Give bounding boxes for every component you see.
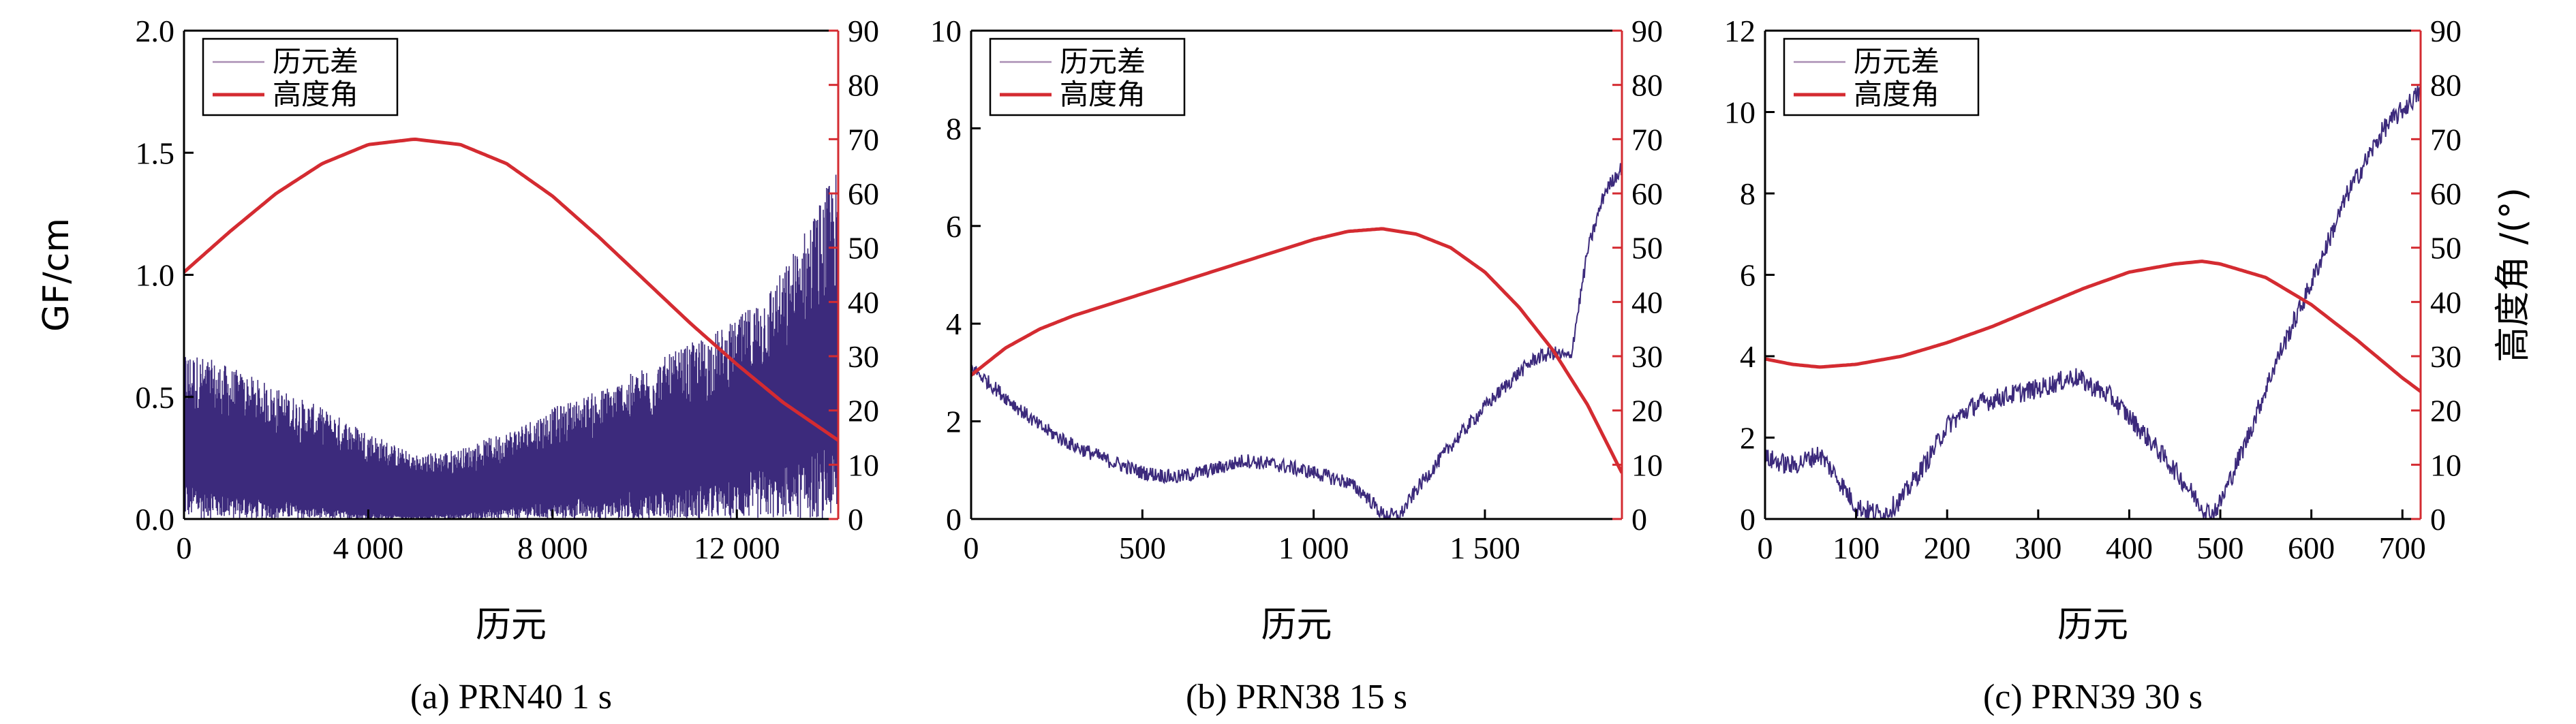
y-tick-label: 12 — [1724, 14, 1755, 48]
x-tick-label: 500 — [2197, 531, 2244, 565]
y2-tick-label: 30 — [1631, 339, 1663, 374]
y-tick-label: 0 — [946, 502, 962, 537]
y2-tick-label: 10 — [1631, 447, 1663, 482]
y2-tick-label: 40 — [1631, 285, 1663, 319]
y2-tick-label: 10 — [848, 447, 879, 482]
legend-label-epoch-difference: 历元差 — [1060, 45, 1146, 78]
series-elevation-angle — [971, 227, 1622, 474]
series-elevation-angle — [184, 138, 838, 442]
series-elevation-angle — [1765, 259, 2421, 393]
x-tick-label: 8 000 — [517, 531, 588, 565]
y2-tick-label: 60 — [848, 176, 879, 211]
y-tick-label: 2.0 — [136, 14, 175, 48]
y2-tick-label: 40 — [2430, 285, 2462, 319]
series-epoch-difference — [971, 163, 1622, 519]
y2-tick-label: 30 — [848, 339, 879, 374]
x-tick-label: 600 — [2288, 531, 2335, 565]
y-tick-label: 6 — [1740, 258, 1755, 293]
y2-tick-label: 50 — [1631, 231, 1663, 266]
y-tick-label: 10 — [1724, 95, 1755, 130]
y2-tick-label: 0 — [1631, 502, 1647, 537]
x-tick-label: 500 — [1119, 531, 1166, 565]
plot-area — [1765, 85, 2421, 519]
y2-tick-label: 20 — [848, 394, 879, 428]
plot-area — [971, 163, 1622, 519]
x-tick-label: 0 — [1758, 531, 1773, 565]
y2-tick-label: 70 — [2430, 122, 2462, 157]
x-tick-label: 0 — [177, 531, 192, 565]
chart-panel-2: 0 500 1 000 1 500 0 2 4 6 8 10 0 10 20 30 40 50 60 70 80 90… — [930, 14, 1663, 717]
y-tick-label: 1.5 — [136, 136, 175, 170]
y-tick-label: 8 — [1740, 176, 1755, 211]
x-tick-label: 12 000 — [694, 531, 780, 565]
y2-tick-label: 60 — [2430, 176, 2462, 211]
y-tick-label: 2 — [946, 405, 962, 439]
chart-panel-1: 0 4 000 8 000 12 000 0.0 0.5 1.0 1.5 2.0 0 10 20 30 4… — [36, 14, 879, 717]
y2-tick-label: 90 — [2430, 14, 2462, 48]
y2-tick-label: 90 — [1631, 14, 1663, 48]
y2-tick-label: 60 — [1631, 176, 1663, 211]
x-tick-label: 200 — [1924, 531, 1971, 565]
y2-tick-label: 80 — [848, 68, 879, 103]
y2-tick-label: 40 — [848, 285, 879, 319]
x-tick-label: 4 000 — [333, 531, 404, 565]
legend-label-elevation-angle: 高度角 — [273, 78, 358, 111]
x-tick-label: 300 — [2014, 531, 2061, 565]
y-tick-label: 8 — [946, 111, 962, 146]
plot-area — [184, 138, 838, 519]
y-tick-label: 0.0 — [136, 502, 175, 537]
y-tick-label: 0 — [1740, 502, 1755, 537]
y2-tick-label: 10 — [2430, 447, 2462, 482]
y-tick-label: 10 — [930, 14, 962, 48]
y2-tick-label: 20 — [2430, 394, 2462, 428]
y2-tick-label: 50 — [2430, 231, 2462, 266]
x-tick-label: 1 500 — [1450, 531, 1520, 565]
legend-label-elevation-angle: 高度角 — [1854, 78, 1939, 111]
legend-label-elevation-angle: 高度角 — [1060, 78, 1146, 111]
series-epoch-difference — [184, 174, 838, 519]
y2-tick-label: 0 — [2430, 502, 2446, 537]
y2-tick-label: 80 — [2430, 68, 2462, 103]
x-axis-title: 历元 — [1261, 605, 1332, 646]
y-axis-title: GF/cm — [36, 218, 77, 332]
y2-tick-label: 70 — [1631, 122, 1663, 157]
x-tick-label: 0 — [964, 531, 979, 565]
y-tick-label: 4 — [946, 306, 962, 341]
y2-tick-label: 0 — [848, 502, 863, 537]
y2-tick-label: 20 — [1631, 394, 1663, 428]
y-tick-label: 2 — [1740, 421, 1755, 456]
legend-box — [202, 37, 399, 116]
legend-box — [989, 37, 1186, 116]
y2-tick-label: 50 — [848, 231, 879, 266]
x-axis-title: 历元 — [476, 605, 547, 646]
legend-box — [1783, 37, 1980, 116]
y-tick-label: 1.0 — [136, 258, 175, 293]
y-tick-label: 6 — [946, 209, 962, 244]
x-tick-label: 1 000 — [1278, 531, 1349, 565]
y2-tick-label: 30 — [2430, 339, 2462, 374]
panel-caption: (c) PRN39 30 s — [1983, 678, 2203, 717]
y-tick-label: 0.5 — [136, 380, 175, 415]
y2-axis-title: 高度角 /(°) — [2493, 187, 2534, 362]
series-epoch-difference — [1765, 85, 2421, 519]
y2-tick-label: 70 — [848, 122, 879, 157]
y-tick-label: 4 — [1740, 339, 1755, 374]
chart-panel-3: 0 100 200 300 400 500 600 700024681012010203040… — [1724, 14, 2534, 717]
y2-tick-label: 90 — [848, 14, 879, 48]
panel-caption: (a) PRN40 1 s — [410, 678, 612, 717]
x-tick-label: 700 — [2379, 531, 2426, 565]
y2-tick-label: 80 — [1631, 68, 1663, 103]
x-axis-title: 历元 — [2057, 605, 2128, 646]
x-tick-label: 100 — [1833, 531, 1880, 565]
x-tick-label: 400 — [2106, 531, 2153, 565]
panel-caption: (b) PRN38 15 s — [1186, 678, 1407, 717]
legend-label-epoch-difference: 历元差 — [1854, 45, 1939, 78]
legend-label-epoch-difference: 历元差 — [273, 45, 358, 78]
